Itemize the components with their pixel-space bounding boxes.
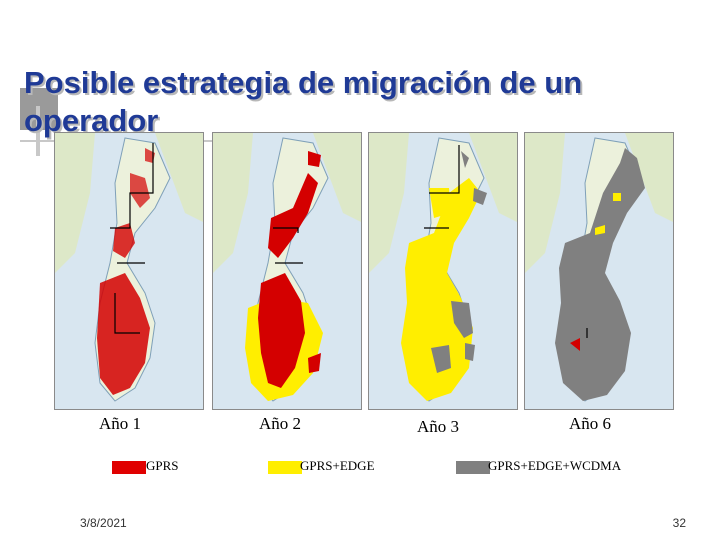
legend-label-edge: GPRS+EDGE [300, 458, 375, 473]
map-4-label: Año 6 [568, 414, 612, 433]
legend-swatch-edge [268, 461, 302, 474]
legend-label-gprs: GPRS [146, 458, 179, 473]
legend-label-wcdma: GPRS+EDGE+WCDMA [488, 458, 622, 473]
map-year-3 [368, 132, 518, 410]
map-2-label: Año 2 [258, 414, 302, 433]
legend-swatch-wcdma [456, 461, 490, 474]
map-year-6 [524, 132, 674, 410]
map-year-2 [212, 132, 362, 410]
decorative-corner-line [36, 106, 40, 156]
slide-title: Posible estrategia de migración de un op… [24, 65, 583, 138]
map-1-label: Año 1 [98, 414, 142, 433]
legend-swatch-gprs [112, 461, 146, 474]
slide-date: 3/8/2021 [80, 516, 127, 530]
slide-page-number: 32 [672, 516, 686, 530]
map-3-label: Año 3 [416, 417, 460, 436]
map-year-1 [54, 132, 204, 410]
